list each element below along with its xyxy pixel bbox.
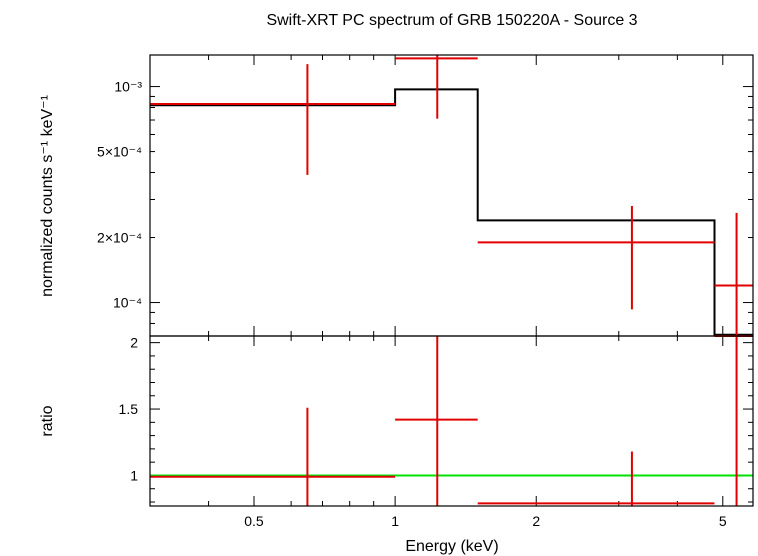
y-tick-label: 10⁻³ [114, 79, 142, 95]
model-step-line [150, 88, 753, 336]
x-tick-label: 0.5 [244, 513, 264, 529]
ratio-y-axis-label: ratio [39, 405, 56, 436]
y-tick-label: 2×10⁻⁴ [97, 230, 142, 246]
spectrum-data-point [714, 212, 753, 336]
x-tick-label: 2 [532, 513, 540, 529]
spectrum-data-points [150, 55, 753, 336]
y-tick-label: 10⁻⁴ [113, 295, 142, 311]
spectrum-data-point [395, 55, 478, 119]
ratio-data-points [150, 335, 753, 506]
y-tick-label: 1.5 [119, 401, 139, 417]
spectrum-panel-frame [149, 54, 754, 337]
x-tick-label: 1 [391, 513, 399, 529]
spectrum-y-tick-labels: 10⁻³ 5×10⁻⁴ 2×10⁻⁴ 10⁻⁴ [97, 79, 142, 311]
y-tick-label: 2 [130, 335, 138, 351]
spectrum-data-point [477, 205, 715, 310]
spectrum-data-point [150, 64, 396, 175]
x-axis-label: Energy (keV) [405, 538, 498, 555]
y-tick-label: 1 [130, 467, 138, 483]
x-tick-labels: 0.5 1 2 5 [244, 513, 727, 529]
y-tick-label: 5×10⁻⁴ [97, 144, 142, 160]
chart-title: Swift-XRT PC spectrum of GRB 150220A - S… [266, 12, 637, 29]
ratio-data-point [395, 336, 478, 506]
ratio-data-point [477, 451, 715, 506]
spectrum-ticks [149, 55, 753, 336]
ratio-ticks [149, 336, 753, 506]
ratio-panel-frame [149, 335, 754, 507]
ratio-data-point [150, 407, 396, 506]
spectrum-y-axis-label: normalized counts s⁻¹ keV⁻¹ [39, 95, 56, 297]
x-tick-label: 5 [719, 513, 727, 529]
ratio-data-point [714, 335, 753, 506]
model-histogram [150, 88, 753, 336]
ratio-y-tick-labels: 11.52 [119, 335, 139, 484]
